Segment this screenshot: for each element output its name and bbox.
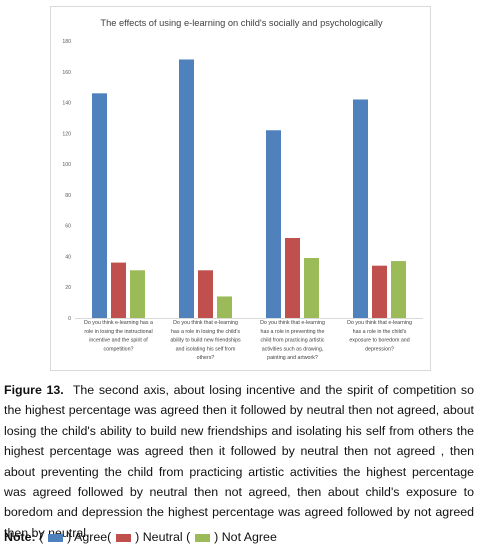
- category-label: has a role in the child's: [353, 329, 407, 335]
- category-label: has a role in preventing the: [261, 329, 325, 335]
- not-agree-bar: [391, 261, 406, 318]
- neutral-bar: [111, 262, 126, 318]
- not-agree-bar: [304, 257, 319, 318]
- note-agree: ) Agree(: [67, 530, 112, 544]
- category-label: others?: [197, 355, 215, 361]
- category-label: has a role in losing the child's: [171, 329, 240, 335]
- category-label: role in losing the instructional: [84, 329, 152, 335]
- y-tick-label: 120: [62, 131, 71, 137]
- not-agree-bar: [217, 296, 232, 318]
- y-tick-label: 0: [68, 316, 71, 322]
- y-tick-label: 40: [65, 254, 71, 260]
- category-label: Do you think that e-learning: [347, 320, 412, 326]
- y-tick-label: 60: [65, 224, 71, 230]
- y-tick-label: 180: [62, 39, 71, 45]
- bar-chart: The effects of using e-learning on child…: [62, 18, 423, 361]
- agree-bar: [266, 130, 281, 318]
- category-label: ability to build new friendships: [170, 338, 241, 344]
- category-label: child from practicing artistic: [261, 338, 325, 344]
- figure-caption: Figure 13. The second axis, about losing…: [4, 380, 474, 543]
- chart-frame: The effects of using e-learning on child…: [50, 6, 431, 371]
- category-label: competition?: [103, 346, 133, 352]
- category-label: Do you think that e-learning: [260, 320, 325, 326]
- category-label: Do you think that e-learning: [173, 320, 238, 326]
- category-label: activities such as drawing,: [262, 346, 324, 352]
- y-tick-label: 80: [65, 193, 71, 199]
- chart-title: The effects of using e-learning on child…: [100, 18, 383, 28]
- legend-note: Note: ( ) Agree( ) Neutral ( ) Not Agree: [4, 529, 474, 545]
- note-neutral: ) Neutral (: [135, 530, 191, 544]
- category-label: painting and artwork?: [267, 355, 318, 361]
- category-label: depression?: [365, 346, 394, 352]
- category-label: incentive and the spirit of: [89, 338, 148, 344]
- category-label: exposure to boredom and: [349, 338, 409, 344]
- not-agree-swatch: [194, 533, 210, 542]
- y-tick-label: 140: [62, 101, 71, 107]
- neutral-bar: [198, 270, 213, 318]
- agree-swatch: [47, 533, 63, 542]
- y-tick-label: 100: [62, 162, 71, 168]
- note-label: Note:: [4, 530, 36, 544]
- neutral-swatch: [115, 533, 131, 542]
- neutral-bar: [372, 265, 387, 318]
- agree-bar: [179, 59, 194, 318]
- note-open: (: [39, 530, 44, 544]
- note-not-agree: ) Not Agree: [214, 530, 277, 544]
- caption-text: The second axis, about losing incentive …: [4, 383, 474, 540]
- agree-bar: [353, 99, 368, 318]
- agree-bar: [92, 93, 107, 318]
- category-label: and isolating his self from: [176, 346, 236, 352]
- category-label: Do you think e-learning has a: [84, 320, 153, 326]
- not-agree-bar: [130, 270, 145, 318]
- caption-label: Figure 13.: [4, 383, 64, 397]
- y-tick-label: 20: [65, 285, 71, 291]
- neutral-bar: [285, 237, 300, 318]
- y-tick-label: 160: [62, 70, 71, 76]
